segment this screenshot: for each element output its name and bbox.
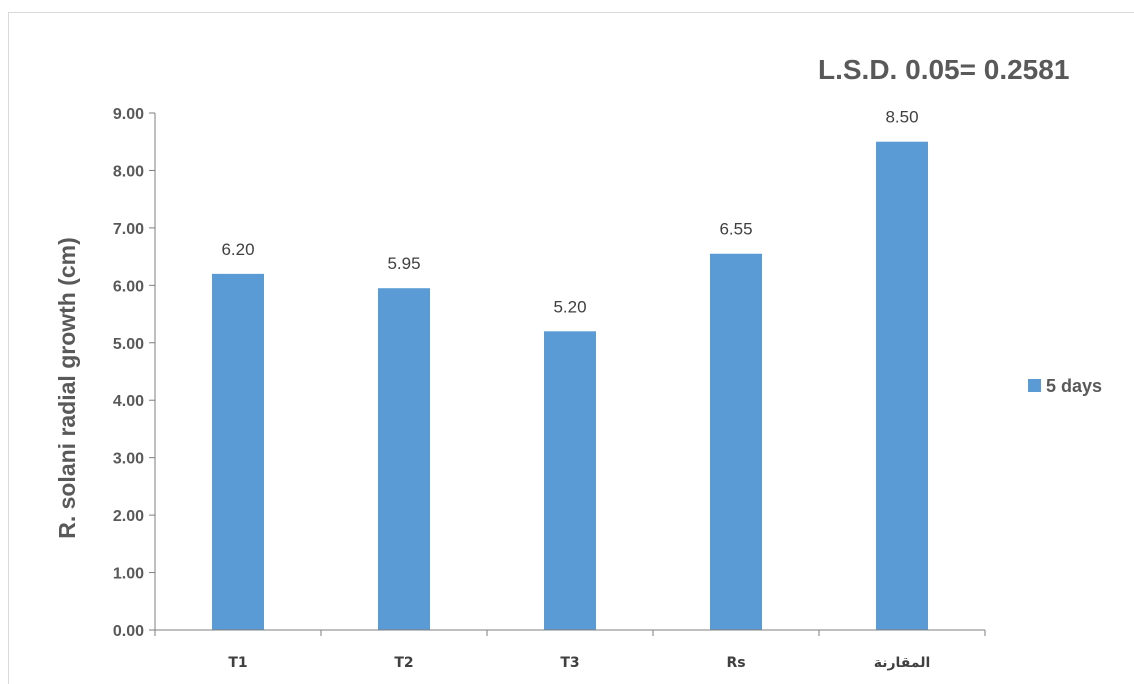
category-label-4: Rs <box>726 655 745 671</box>
lsd-annotation: L.S.D. 0.05= 0.2581 <box>818 54 1069 85</box>
bar-3 <box>544 331 596 630</box>
y-tick-label: 4.00 <box>113 393 144 410</box>
y-tick-label: 2.00 <box>113 508 144 525</box>
bar-5 <box>876 141 928 630</box>
bar-2 <box>378 288 430 630</box>
bars <box>212 141 928 630</box>
legend-swatch <box>1028 379 1041 392</box>
category-label-2: T2 <box>394 655 413 671</box>
y-axis-ticks: 0.00 1.00 2.00 3.00 4.00 5.00 6.00 7.00 8.00 9.00 <box>113 106 155 640</box>
y-tick-label: 6.00 <box>113 278 144 295</box>
category-label-1: T1 <box>228 655 247 671</box>
data-label-2: 5.95 <box>387 254 420 273</box>
y-tick-label: 3.00 <box>113 451 144 468</box>
data-label-1: 6.20 <box>221 240 254 259</box>
bar-4 <box>710 253 762 630</box>
category-label-5: المقارنة <box>874 655 931 671</box>
bar-1 <box>212 273 264 630</box>
category-label-3: T3 <box>560 655 579 671</box>
y-tick-label: 1.00 <box>113 566 144 583</box>
data-label-4: 6.55 <box>719 220 752 239</box>
y-tick-label: 5.00 <box>113 336 144 353</box>
chart-frame <box>8 12 1134 684</box>
x-axis-labels: T1 T2 T3 Rs المقارنة <box>154 630 986 671</box>
y-tick-label: 8.00 <box>113 163 144 180</box>
y-tick-label: 7.00 <box>113 221 144 238</box>
data-labels: 6.20 5.95 5.20 6.55 8.50 <box>221 108 918 317</box>
y-tick-label: 9.00 <box>113 106 144 123</box>
legend-label: 5 days <box>1046 376 1102 396</box>
y-axis-title: R. solani radial growth (cm) <box>54 237 80 539</box>
y-tick-label: 0.00 <box>113 623 144 640</box>
data-label-3: 5.20 <box>553 297 586 316</box>
data-label-5: 8.50 <box>885 108 918 127</box>
